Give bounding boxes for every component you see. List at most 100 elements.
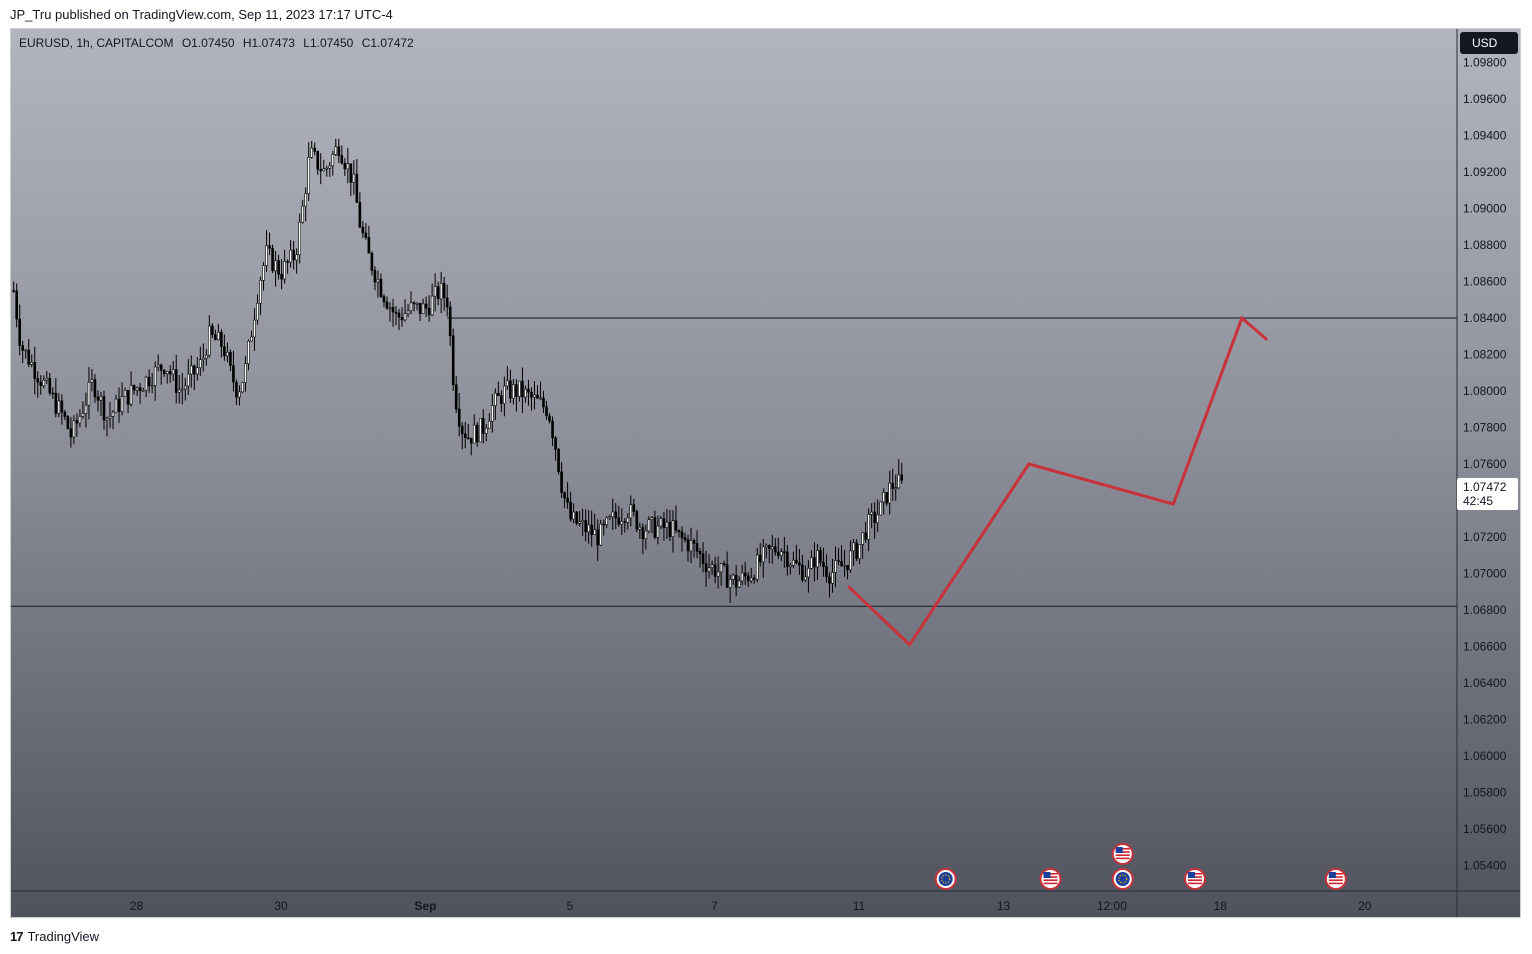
eu-flag-icon: [938, 872, 953, 886]
symbol-legend: EURUSD, 1h, CAPITALCOM O1.07450 H1.07473…: [19, 36, 419, 50]
candle-body: [54, 392, 58, 414]
candle-body: [599, 523, 603, 546]
ohlc-open: O1.07450: [181, 36, 235, 50]
candle-body: [277, 260, 280, 275]
candle-body: [349, 163, 353, 183]
candle-body: [551, 420, 554, 439]
candle-body: [840, 561, 843, 567]
candle-body: [816, 550, 819, 568]
candle-body: [81, 413, 85, 417]
candle-body: [21, 345, 25, 351]
candle-body: [897, 474, 901, 489]
candle-body: [879, 501, 882, 516]
candle-body: [590, 524, 593, 536]
y-tick-label: 1.07000: [1463, 567, 1507, 581]
candle-body: [737, 580, 741, 588]
candle-body: [731, 574, 735, 580]
candle-body: [789, 564, 792, 568]
candle-body: [659, 518, 663, 527]
candle-body: [509, 380, 512, 399]
candle-body: [150, 385, 154, 387]
candle-body: [608, 516, 612, 519]
candle-body: [665, 521, 669, 528]
publish-info: JP_Tru published on TradingView.com, Sep…: [10, 7, 393, 22]
candle-body: [448, 306, 452, 337]
candle-body: [328, 165, 332, 169]
tradingview-logo[interactable]: 17 TradingView: [10, 929, 99, 944]
us-flag-icon: [1115, 854, 1130, 856]
candle-body: [707, 567, 711, 572]
eu-flag-icon: [1118, 874, 1128, 884]
candle-body: [629, 504, 633, 519]
candle-body: [680, 531, 684, 538]
candle-body: [822, 561, 825, 568]
candle-body: [668, 521, 672, 537]
candle-body: [563, 492, 566, 499]
candle-body: [208, 325, 211, 356]
candle-body: [861, 532, 864, 545]
candle-body: [584, 520, 587, 533]
us-flag-icon: [1328, 879, 1343, 881]
candle-body: [51, 392, 55, 395]
candle-body: [719, 563, 723, 573]
candle-body: [123, 390, 127, 397]
candle-body: [346, 163, 350, 170]
candle-body: [602, 523, 606, 526]
candle-body: [515, 384, 518, 397]
candle-body: [205, 354, 208, 359]
candle-body: [457, 408, 461, 427]
candle-body: [153, 366, 157, 386]
candle-body: [427, 307, 431, 316]
candle-body: [313, 147, 317, 152]
chart-frame[interactable]: 1.05400 1.05600 1.05800 1.06000 1.06200 1.064…: [10, 28, 1521, 918]
currency-button[interactable]: USD: [1460, 32, 1518, 54]
y-tick-label: 1.08200: [1463, 348, 1507, 362]
x-tick-label: 28: [130, 899, 144, 913]
candle-body: [114, 398, 118, 413]
y-tick-label: 1.06800: [1463, 603, 1507, 617]
candle-body: [250, 336, 253, 342]
candle-body: [99, 396, 103, 401]
symbol-name[interactable]: EURUSD, 1h, CAPITALCOM: [19, 36, 174, 50]
candle-body: [677, 529, 681, 533]
candle-body: [692, 540, 696, 544]
candle-body: [578, 521, 581, 524]
candle-body: [111, 411, 115, 417]
candle-body: [852, 542, 855, 552]
candle-body: [102, 396, 106, 421]
candle-body: [445, 297, 449, 308]
chart-canvas[interactable]: 1.05400 1.05600 1.05800 1.06000 1.06200 1.064…: [11, 29, 1521, 918]
candle-body: [442, 282, 446, 299]
candle-body: [310, 147, 314, 158]
candle-body: [701, 553, 705, 564]
candle-body: [84, 404, 88, 414]
candle-body: [716, 571, 720, 577]
us-flag-icon: [1043, 879, 1058, 881]
candle-body: [271, 247, 274, 272]
candle-body: [120, 396, 124, 412]
x-tick-label: 13: [997, 899, 1011, 913]
candle-body: [373, 270, 377, 283]
candle-body: [183, 385, 187, 390]
candle-body: [740, 572, 744, 582]
candle-body: [292, 249, 295, 261]
candle-body: [472, 424, 476, 444]
candle-body: [322, 168, 326, 172]
candle-body: [418, 302, 422, 314]
candle-body: [232, 365, 235, 383]
candle-body: [385, 301, 389, 309]
candle-body: [391, 307, 395, 313]
candle-body: [572, 511, 575, 520]
candle-body: [722, 563, 726, 565]
y-tick-label: 1.05800: [1463, 786, 1507, 800]
candle-body: [834, 560, 837, 573]
candle-body: [226, 352, 229, 357]
candle-body: [728, 579, 732, 588]
candle-body: [358, 202, 362, 228]
candle-body: [135, 387, 139, 391]
candle-body: [126, 390, 130, 405]
candle-body: [289, 249, 292, 263]
candle-body: [900, 474, 904, 481]
candle-body: [638, 526, 642, 530]
candle-body: [849, 550, 852, 571]
